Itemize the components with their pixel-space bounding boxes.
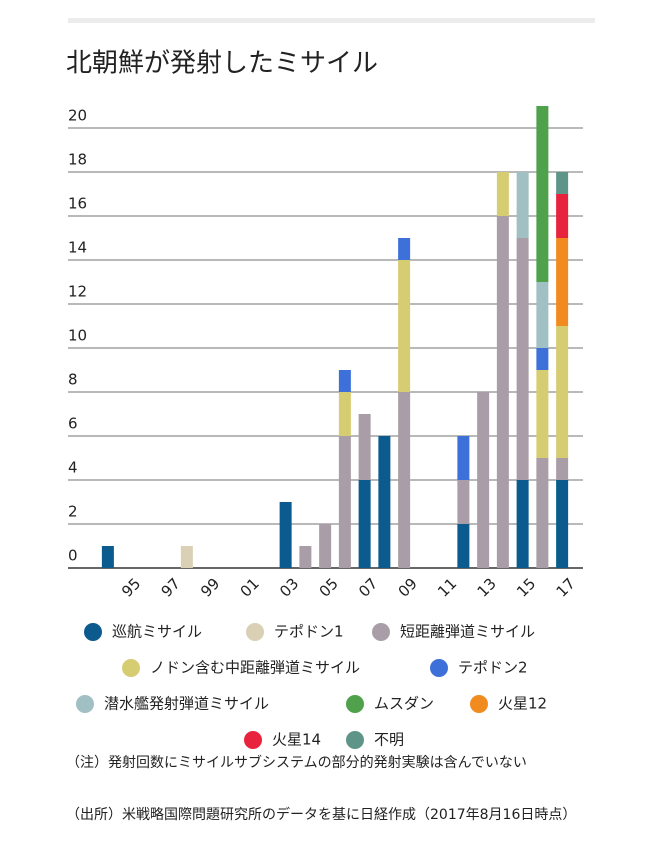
bar-segment: [556, 238, 569, 326]
legend-swatch: [430, 659, 448, 677]
bar-segment: [536, 106, 549, 282]
bar-segment: [378, 436, 391, 568]
y-tick-label: 4: [68, 459, 78, 477]
x-tick-label: 01: [237, 575, 263, 601]
bar-segment: [299, 546, 312, 568]
bar-segment: [101, 546, 114, 568]
legend-label: 短距離弾道ミサイル: [400, 623, 535, 641]
bar-segment: [536, 282, 549, 348]
bar-segment: [457, 436, 470, 480]
bar-segment: [398, 260, 411, 392]
bar-segment: [516, 238, 529, 480]
x-tick-label: 99: [197, 575, 223, 601]
legend-label: 巡航ミサイル: [112, 623, 202, 641]
x-tick-label: 11: [434, 575, 460, 601]
source: （出所）米戦略国際問題研究所のデータを基に日経作成（2017年8月16日時点）: [66, 807, 577, 823]
bar-segment: [516, 172, 529, 238]
bar-segment: [556, 480, 569, 568]
bar-segment: [319, 524, 332, 568]
bar-segment: [556, 172, 569, 194]
x-tick-label: 05: [316, 575, 342, 601]
bar-segment: [536, 370, 549, 458]
bar-segment: [457, 524, 470, 568]
bar-segment: [338, 392, 351, 436]
y-tick-label: 14: [68, 239, 87, 257]
top-rule: [68, 18, 595, 23]
bar-segment: [338, 436, 351, 568]
bar-segment: [398, 392, 411, 568]
legend-label: 火星12: [498, 695, 547, 713]
bar-segment: [536, 348, 549, 370]
bar-segment: [358, 414, 371, 480]
bar-segment: [496, 172, 509, 216]
legend-label: 火星14: [272, 731, 321, 749]
y-tick-label: 2: [68, 503, 78, 521]
bar-segment: [180, 546, 193, 568]
note: （注）発射回数にミサイルサブシステムの部分的発射実験は含んでいない: [66, 755, 527, 771]
bar-segment: [496, 216, 509, 568]
y-tick-label: 16: [68, 195, 87, 213]
legend-swatch: [84, 623, 102, 641]
legend-swatch: [244, 731, 262, 749]
bar-segment: [556, 458, 569, 480]
y-tick-label: 6: [68, 415, 78, 433]
legend-swatch: [346, 695, 364, 713]
legend-swatch: [470, 695, 488, 713]
bar-segment: [279, 502, 292, 568]
y-tick-label: 20: [68, 107, 87, 125]
x-tick-label: 07: [355, 575, 381, 601]
y-tick-label: 8: [68, 371, 78, 389]
chart-title: 北朝鮮が発射したミサイル: [66, 49, 378, 79]
x-tick-label: 95: [118, 575, 144, 601]
legend-swatch: [122, 659, 140, 677]
bar-segment: [457, 480, 470, 524]
y-tick-label: 0: [68, 547, 78, 565]
legend-label: テポドン1: [274, 623, 344, 641]
x-tick-label: 13: [474, 575, 500, 601]
legend-swatch: [76, 695, 94, 713]
x-tick-label: 09: [395, 575, 421, 601]
bar-segment: [516, 480, 529, 568]
bar-segment: [536, 458, 549, 568]
y-tick-label: 12: [68, 283, 87, 301]
bar-segment: [398, 238, 411, 260]
bar-segment: [338, 370, 351, 392]
bar-segment: [358, 480, 371, 568]
legend-swatch: [246, 623, 264, 641]
x-tick-label: 15: [513, 575, 539, 601]
y-tick-label: 10: [68, 327, 87, 345]
legend-label: テポドン2: [458, 659, 528, 677]
bar-segment: [477, 392, 490, 568]
legend-label: 潜水艦発射弾道ミサイル: [104, 695, 269, 713]
y-tick-label: 18: [68, 151, 87, 169]
legend-swatch: [346, 731, 364, 749]
bar-segment: [556, 326, 569, 458]
x-tick-label: 17: [553, 575, 579, 601]
x-tick-label: 03: [276, 575, 302, 601]
bar-segment: [556, 194, 569, 238]
legend-swatch: [372, 623, 390, 641]
legend-label: ムスダン: [374, 695, 434, 713]
x-tick-label: 97: [158, 575, 184, 601]
legend-label: ノドン含む中距離弾道ミサイル: [150, 659, 360, 677]
legend-label: 不明: [374, 731, 404, 749]
